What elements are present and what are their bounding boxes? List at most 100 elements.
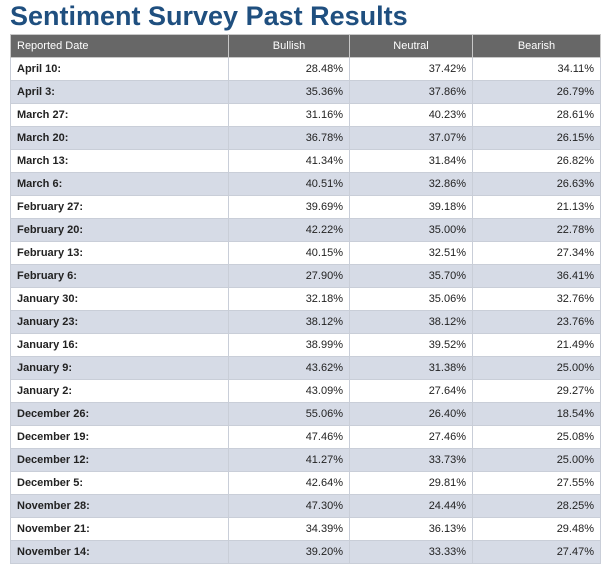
table-row: February 13: 40.15% 32.51% 27.34% [10, 241, 601, 265]
reported-date-cell: April 3: [10, 80, 229, 104]
neutral-cell: 33.33% [349, 540, 473, 564]
reported-date-cell: November 28: [10, 494, 229, 518]
neutral-cell: 26.40% [349, 402, 473, 426]
table-row: January 9: 43.62% 31.38% 25.00% [10, 356, 601, 380]
reported-date-cell: February 13: [10, 241, 229, 265]
table-row: January 2: 43.09% 27.64% 29.27% [10, 379, 601, 403]
neutral-cell: 40.23% [349, 103, 473, 127]
bullish-cell: 40.51% [228, 172, 350, 196]
table-row: February 6: 27.90% 35.70% 36.41% [10, 264, 601, 288]
bearish-cell: 36.41% [472, 264, 601, 288]
table-row: February 20: 42.22% 35.00% 22.78% [10, 218, 601, 242]
reported-date-cell: January 2: [10, 379, 229, 403]
bearish-cell: 25.00% [472, 448, 601, 472]
column-header-reported-date: Reported Date [10, 34, 229, 58]
bearish-cell: 22.78% [472, 218, 601, 242]
bullish-cell: 43.62% [228, 356, 350, 380]
column-header-bearish: Bearish [472, 34, 601, 58]
sentiment-results-table: Reported Date Bullish Neutral Bearish Ap… [10, 34, 601, 564]
neutral-cell: 35.06% [349, 287, 473, 311]
bullish-cell: 41.34% [228, 149, 350, 173]
table-row: November 28: 47.30% 24.44% 28.25% [10, 494, 601, 518]
bearish-cell: 18.54% [472, 402, 601, 426]
bearish-cell: 29.48% [472, 517, 601, 541]
neutral-cell: 31.84% [349, 149, 473, 173]
table-row: January 23: 38.12% 38.12% 23.76% [10, 310, 601, 334]
bearish-cell: 26.15% [472, 126, 601, 150]
bullish-cell: 55.06% [228, 402, 350, 426]
bearish-cell: 23.76% [472, 310, 601, 334]
bullish-cell: 47.30% [228, 494, 350, 518]
neutral-cell: 32.86% [349, 172, 473, 196]
reported-date-cell: January 30: [10, 287, 229, 311]
reported-date-cell: December 19: [10, 425, 229, 449]
neutral-cell: 32.51% [349, 241, 473, 265]
bullish-cell: 39.69% [228, 195, 350, 219]
reported-date-cell: January 16: [10, 333, 229, 357]
reported-date-cell: April 10: [10, 57, 229, 81]
reported-date-cell: February 6: [10, 264, 229, 288]
neutral-cell: 27.46% [349, 425, 473, 449]
neutral-cell: 33.73% [349, 448, 473, 472]
table-row: March 27: 31.16% 40.23% 28.61% [10, 103, 601, 127]
neutral-cell: 37.42% [349, 57, 473, 81]
reported-date-cell: March 13: [10, 149, 229, 173]
bearish-cell: 32.76% [472, 287, 601, 311]
bullish-cell: 27.90% [228, 264, 350, 288]
reported-date-cell: February 27: [10, 195, 229, 219]
bullish-cell: 40.15% [228, 241, 350, 265]
table-row: March 6: 40.51% 32.86% 26.63% [10, 172, 601, 196]
reported-date-cell: December 26: [10, 402, 229, 426]
bearish-cell: 25.00% [472, 356, 601, 380]
bullish-cell: 42.64% [228, 471, 350, 495]
bearish-cell: 27.47% [472, 540, 601, 564]
reported-date-cell: December 5: [10, 471, 229, 495]
reported-date-cell: March 6: [10, 172, 229, 196]
bearish-cell: 27.34% [472, 241, 601, 265]
neutral-cell: 27.64% [349, 379, 473, 403]
bullish-cell: 35.36% [228, 80, 350, 104]
bullish-cell: 47.46% [228, 425, 350, 449]
reported-date-cell: December 12: [10, 448, 229, 472]
bearish-cell: 21.13% [472, 195, 601, 219]
bearish-cell: 29.27% [472, 379, 601, 403]
table-row: March 13: 41.34% 31.84% 26.82% [10, 149, 601, 173]
neutral-cell: 39.52% [349, 333, 473, 357]
neutral-cell: 24.44% [349, 494, 473, 518]
bullish-cell: 42.22% [228, 218, 350, 242]
neutral-cell: 39.18% [349, 195, 473, 219]
bullish-cell: 36.78% [228, 126, 350, 150]
reported-date-cell: January 23: [10, 310, 229, 334]
neutral-cell: 36.13% [349, 517, 473, 541]
bullish-cell: 43.09% [228, 379, 350, 403]
bearish-cell: 34.11% [472, 57, 601, 81]
table-row: December 19: 47.46% 27.46% 25.08% [10, 425, 601, 449]
bullish-cell: 28.48% [228, 57, 350, 81]
table-row: December 12: 41.27% 33.73% 25.00% [10, 448, 601, 472]
neutral-cell: 31.38% [349, 356, 473, 380]
table-row: December 5: 42.64% 29.81% 27.55% [10, 471, 601, 495]
bullish-cell: 39.20% [228, 540, 350, 564]
bullish-cell: 31.16% [228, 103, 350, 127]
bullish-cell: 38.12% [228, 310, 350, 334]
bearish-cell: 28.25% [472, 494, 601, 518]
bullish-cell: 34.39% [228, 517, 350, 541]
table-row: January 30: 32.18% 35.06% 32.76% [10, 287, 601, 311]
table-row: April 3: 35.36% 37.86% 26.79% [10, 80, 601, 104]
page-title: Sentiment Survey Past Results [10, 1, 408, 31]
column-header-neutral: Neutral [349, 34, 473, 58]
bullish-cell: 41.27% [228, 448, 350, 472]
bearish-cell: 27.55% [472, 471, 601, 495]
bearish-cell: 26.63% [472, 172, 601, 196]
bullish-cell: 38.99% [228, 333, 350, 357]
bullish-cell: 32.18% [228, 287, 350, 311]
reported-date-cell: March 27: [10, 103, 229, 127]
reported-date-cell: March 20: [10, 126, 229, 150]
table-row: April 10: 28.48% 37.42% 34.11% [10, 57, 601, 81]
neutral-cell: 37.86% [349, 80, 473, 104]
reported-date-cell: January 9: [10, 356, 229, 380]
neutral-cell: 29.81% [349, 471, 473, 495]
bearish-cell: 26.82% [472, 149, 601, 173]
bearish-cell: 25.08% [472, 425, 601, 449]
table-row: March 20: 36.78% 37.07% 26.15% [10, 126, 601, 150]
